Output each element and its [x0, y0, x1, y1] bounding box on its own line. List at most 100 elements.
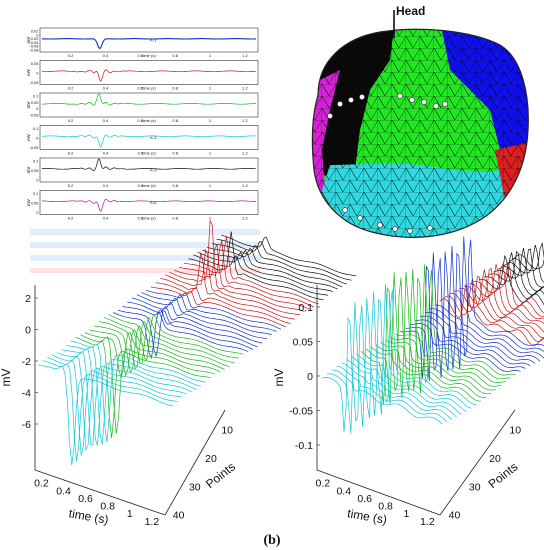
waterfall-trace [66, 345, 202, 445]
waterfall-trace [336, 297, 457, 428]
panel-ytick: 0.02 [31, 29, 40, 34]
panel-xtick: 0.6 [137, 53, 143, 58]
z-tick-label: 10 [509, 425, 521, 437]
waterfall-trace [415, 251, 536, 379]
waterfall-trace [127, 301, 263, 344]
waterfall-trace [99, 320, 235, 370]
panel-xlabel: time (s) [142, 216, 156, 221]
panel-ylabel: mV [26, 199, 31, 206]
panel-ytick: -0.02 [29, 36, 39, 41]
panel-xlabel: time (s) [142, 151, 156, 156]
waterfall-trace [385, 278, 506, 391]
ecg-panel-4: mV0.1 0 -0.05 K-3 0.2 0.4 0.6 0.8 1 1.2 time (s) [26, 125, 259, 156]
panel-xtick: 0.2 [68, 216, 74, 221]
waterfall-trace [103, 316, 239, 365]
panel-label: K-1 [150, 38, 157, 43]
waterfall-trace [108, 313, 244, 361]
panel-xtick: 0.8 [172, 86, 178, 91]
panel-xlabel: time (s) [142, 53, 156, 58]
waterfall-trace [478, 255, 544, 306]
panel-ytick: 0.05 [31, 168, 40, 173]
panel-xtick: 0.2 [68, 118, 74, 123]
panel-ytick: -0.05 [29, 80, 39, 85]
waterfall-trace [444, 278, 544, 343]
panel-xlabel: time (s) [142, 86, 156, 91]
waterfall-trace [221, 234, 357, 277]
panel-xtick: 0.6 [137, 151, 143, 156]
waterfall-trace [400, 266, 521, 379]
x-tick-label: 0.8 [378, 501, 393, 513]
panel-xtick: 1 [209, 151, 212, 156]
waterfall-trace [390, 264, 511, 394]
panel-xtick: 0.8 [172, 118, 178, 123]
panel-xtick: 1 [209, 183, 212, 188]
panel-trace [41, 69, 257, 82]
waterfall-right: 0.1 0.05 0 -0.05 -0.1 mV 0.2 0.4 0.6 0.8 1 1.2 time … [272, 236, 544, 528]
panel-ytick: -0.05 [29, 145, 39, 150]
waterfall-trace [155, 282, 291, 324]
waterfall-trace [449, 275, 544, 339]
z-tick-label: 40 [449, 510, 461, 522]
waterfall-trace [459, 267, 544, 325]
x-tick-label: 0.4 [56, 485, 71, 497]
panel-ytick: 0 [36, 210, 39, 215]
waterfall-trace [395, 269, 516, 384]
panel-xtick: 0.4 [103, 216, 109, 221]
y-axis-label: mV [272, 369, 286, 387]
panel-xtick: 1.2 [242, 216, 248, 221]
waterfall-trace [188, 231, 324, 301]
panel-xtick: 0.2 [68, 183, 74, 188]
y-tick-label: -2 [22, 356, 31, 368]
waterfall-trace [211, 243, 348, 285]
x-tick-label: 1.2 [420, 516, 435, 528]
waterfall-trace [145, 289, 282, 330]
panel-ytick: 0 [36, 136, 39, 141]
waterfall-trace [131, 297, 268, 339]
waterfall-trace [169, 219, 305, 312]
panel-ytick: 0.05 [31, 100, 40, 105]
z-tick-label: 40 [173, 510, 185, 522]
waterfall-trace [197, 251, 333, 292]
panel-xtick: 0.2 [68, 53, 74, 58]
waterfall-trace [331, 305, 453, 422]
waterfall-trace [375, 271, 496, 398]
waterfall-trace [405, 252, 526, 382]
waterfall-trace [356, 289, 477, 406]
x-tick-label: 0.4 [336, 485, 351, 497]
ecg-panel-6: mV0.1 0.05 0 K-6 0.2 0.4 0.6 0.8 1 1.2 time (s) [26, 190, 259, 221]
z-tick-label: 20 [489, 453, 501, 465]
y-tick-label: 0 [25, 325, 31, 337]
waterfall-trace [174, 243, 310, 310]
panel-xtick: 1.2 [242, 86, 248, 91]
panel-xtick: 0.4 [103, 151, 109, 156]
waterfall-trace [164, 248, 300, 316]
panel-ytick: 0 [36, 32, 39, 37]
z-tick-label: 30 [469, 481, 481, 493]
y-tick-label: 2 [25, 293, 31, 305]
y-tick-label: -4 [22, 388, 31, 400]
x-tick-label: 0.6 [78, 493, 93, 505]
waterfall-trace [216, 238, 352, 281]
waterfall-trace [37, 364, 174, 466]
waterfall-trace [113, 311, 249, 360]
panel-xtick: 0.8 [172, 151, 178, 156]
waterfall-trace [94, 325, 230, 374]
panel-ytick: -0.08 [29, 48, 39, 53]
panel-xtick: 1 [209, 118, 212, 123]
waterfall-trace [503, 244, 544, 283]
panel-xtick: 1.2 [242, 53, 248, 58]
y-tick-label: -6 [22, 419, 31, 431]
waterfall-trace [321, 317, 443, 433]
panel-xtick: 0.6 [137, 86, 143, 91]
y-tick-label: 0.05 [293, 337, 314, 349]
panel-ytick: 0.05 [31, 201, 40, 206]
panel-xtick: 0.8 [172, 183, 178, 188]
panel-xtick: 1 [209, 86, 212, 91]
head-label: Head [396, 4, 425, 18]
waterfall-trace [439, 283, 544, 346]
waterfall-trace [380, 268, 501, 392]
figure-caption-label: (b) [263, 533, 280, 548]
waterfall-trace [365, 272, 487, 404]
waterfall-trace [42, 360, 178, 462]
